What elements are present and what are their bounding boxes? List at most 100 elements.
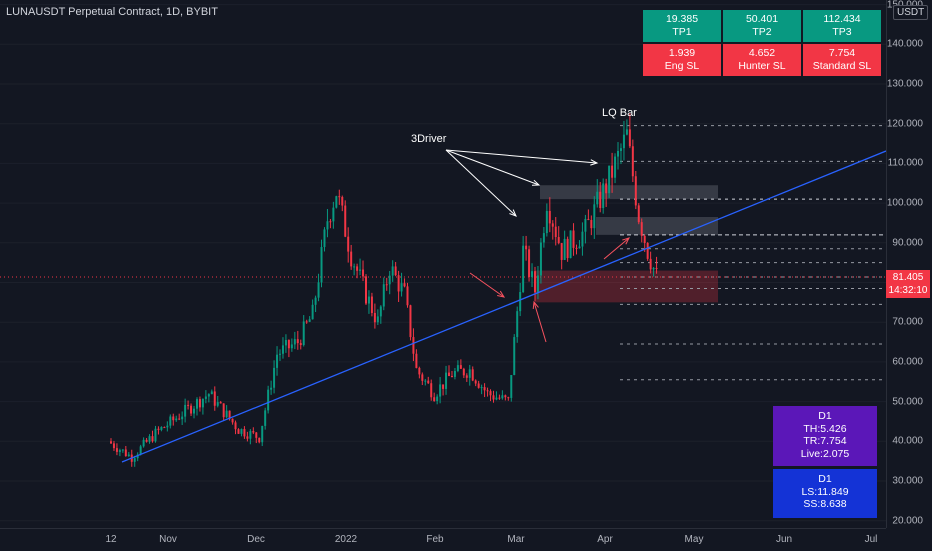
candle-body <box>276 354 279 368</box>
candle-body <box>139 446 142 455</box>
d1-stats-tr: TR:7.754 <box>803 435 847 447</box>
candle-body <box>453 371 456 377</box>
candle-body <box>575 247 578 249</box>
red-arrow-1-head <box>497 290 506 298</box>
driver-arrow-2 <box>445 149 540 186</box>
candle-body <box>388 275 391 285</box>
candle-body <box>427 380 430 384</box>
candle-body <box>270 387 273 390</box>
candle-body <box>228 410 231 419</box>
candle-body <box>528 249 531 278</box>
candle-body <box>293 339 296 345</box>
candle-body <box>456 365 459 372</box>
candle-body <box>166 425 169 428</box>
candle-body <box>504 395 507 398</box>
annotation-3driver[interactable]: 3Driver <box>411 133 447 145</box>
candle-body <box>317 282 320 298</box>
candle-body <box>637 205 640 223</box>
time-axis-tick: May <box>684 534 704 545</box>
candle-body <box>424 380 427 382</box>
candle-body <box>234 422 237 430</box>
current-price-label: 81.405 14:32:10 <box>886 270 930 298</box>
candle-body <box>112 443 115 449</box>
candle-body <box>409 305 412 338</box>
price-axis[interactable]: 150.000140.000130.000120.000110.000100.0… <box>886 0 932 528</box>
currency-badge[interactable]: USDT <box>893 5 929 20</box>
target-cell: 19.385 TP1 <box>643 10 721 42</box>
time-axis-tick: 12 <box>105 534 117 545</box>
candle-body <box>572 230 575 248</box>
candle-body <box>531 271 534 278</box>
candle-body <box>204 396 207 399</box>
candle-body <box>430 383 433 398</box>
candle-body <box>252 431 255 433</box>
candle-body <box>154 428 157 442</box>
candle-body <box>353 266 356 268</box>
candle-body <box>172 416 175 421</box>
candle-body <box>542 233 545 243</box>
stop-cell: 4.652 Hunter SL <box>723 44 801 76</box>
candle-body <box>397 275 400 292</box>
symbol-title[interactable]: LUNAUSDT Perpetual Contract, 1D, BYBIT <box>6 6 218 18</box>
candle-body <box>649 258 652 270</box>
candle-body <box>190 405 193 414</box>
candle-body <box>219 402 222 404</box>
candle-body <box>124 449 127 457</box>
candle-body <box>110 441 112 444</box>
candle-body <box>344 205 347 237</box>
candle-body <box>611 165 614 178</box>
candle-body <box>216 402 219 406</box>
candle-body <box>382 284 385 307</box>
candle-body <box>299 343 302 346</box>
candle-body <box>548 210 551 224</box>
d1-levels-box: D1 LS:11.849 SS:8.638 <box>773 469 877 518</box>
price-axis-tick: 100.000 <box>886 197 923 209</box>
candle-body <box>412 337 415 354</box>
candle-body <box>418 367 421 375</box>
candle-body <box>335 196 338 208</box>
candle-body <box>634 176 637 206</box>
candle-body <box>201 398 204 408</box>
driver-arrow-3-head <box>590 159 599 166</box>
candle-body <box>474 380 477 384</box>
annotation-lq-bar[interactable]: LQ Bar <box>602 107 637 119</box>
stop-cell: 7.754 Standard SL <box>803 44 881 76</box>
price-axis-tick: 50.000 <box>892 396 923 408</box>
candle-body <box>249 431 252 439</box>
d1-stats-title: D1 <box>818 410 832 422</box>
candle-body <box>587 218 590 220</box>
candle-body <box>267 389 270 411</box>
candle-body <box>465 375 468 378</box>
candle-body <box>522 245 525 293</box>
candle-body <box>545 210 548 234</box>
candle-body <box>605 183 608 194</box>
price-axis-tick: 110.000 <box>887 157 923 169</box>
candle-body <box>302 321 305 346</box>
candle-body <box>569 230 572 259</box>
price-axis-tick: 130.000 <box>886 78 923 90</box>
candle-body <box>273 367 276 388</box>
time-axis[interactable]: 12 Nov Dec 2022 Feb Mar Apr May Jun Jul <box>0 528 886 551</box>
trendline <box>121 150 886 463</box>
candle-body <box>169 416 172 426</box>
candle-body <box>578 246 581 249</box>
candle-body <box>391 266 394 276</box>
candle-body <box>557 237 560 244</box>
candle-body <box>332 207 335 222</box>
price-axis-tick: 70.000 <box>892 316 923 328</box>
candle-body <box>379 306 382 317</box>
candle-body <box>622 134 625 149</box>
candle-body <box>281 345 284 354</box>
current-price-value: 81.405 <box>892 272 924 283</box>
candle-body <box>175 418 178 421</box>
candle-body <box>231 418 234 423</box>
candle-body <box>415 353 418 368</box>
d1-levels-title: D1 <box>818 473 832 485</box>
price-axis-tick: 40.000 <box>892 435 923 447</box>
candle-body <box>326 221 329 230</box>
bar-countdown: 14:32:10 <box>888 285 928 296</box>
candle-body <box>468 369 471 378</box>
price-chart[interactable] <box>0 0 886 528</box>
candle-body <box>539 242 542 276</box>
candle-body <box>640 222 643 236</box>
